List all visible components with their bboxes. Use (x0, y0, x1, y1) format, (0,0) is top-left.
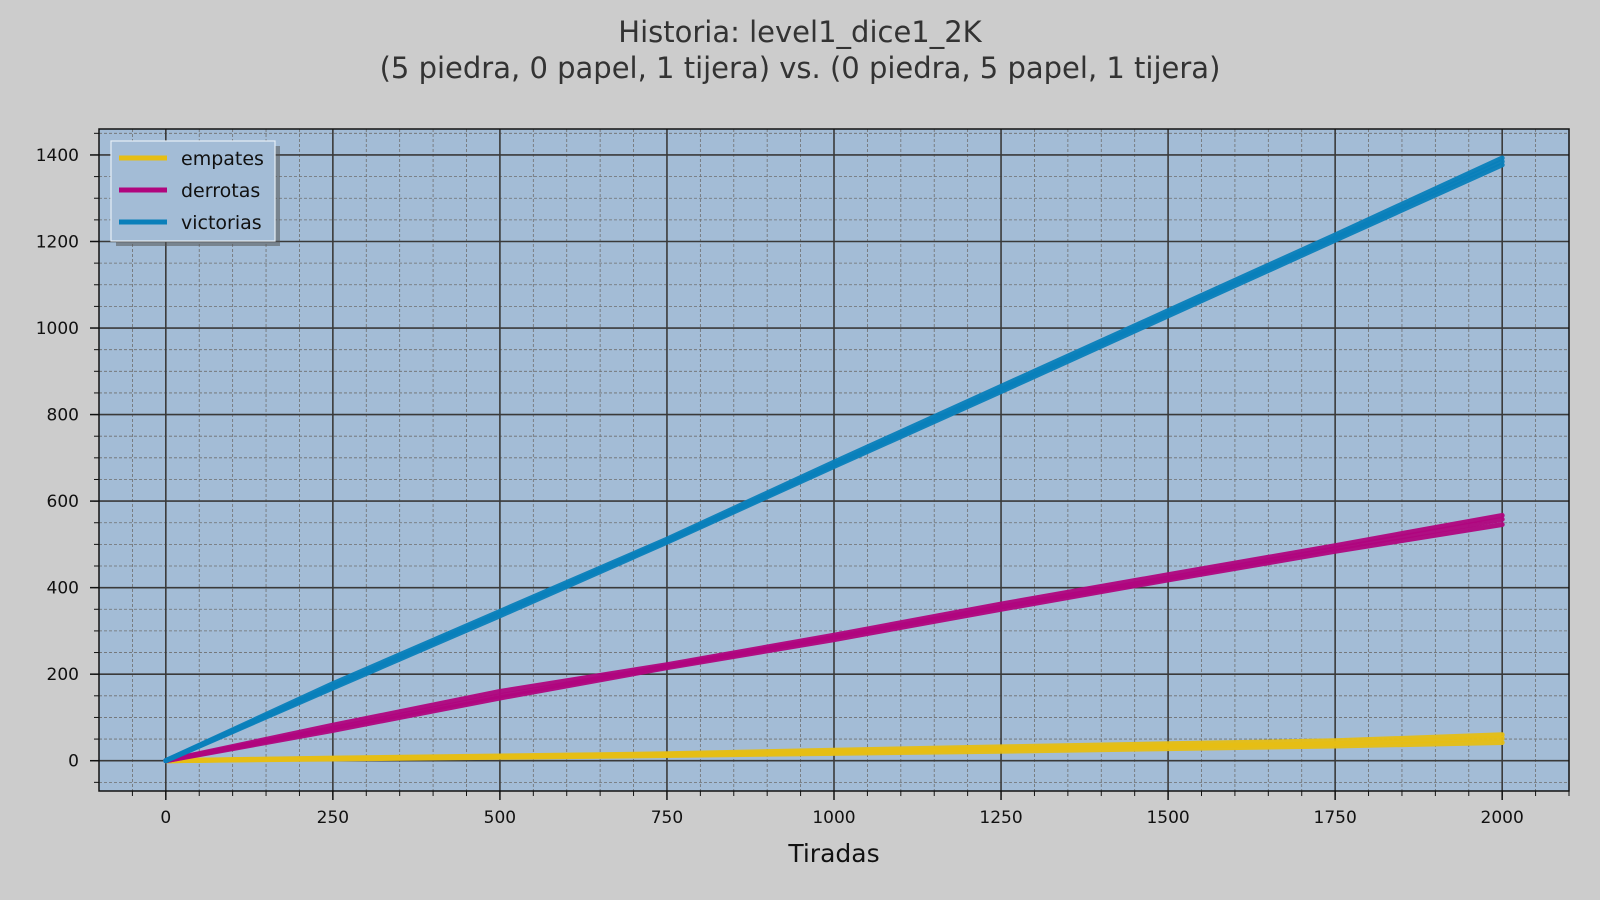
y-tick-label: 0 (68, 752, 79, 772)
y-tick-label: 1400 (36, 146, 79, 166)
x-tick-label: 1250 (979, 808, 1022, 828)
series-line-empates-3 (163, 740, 1505, 764)
x-axis-label: Tiradas (787, 839, 879, 868)
chart-title-line1: Historia: level1_dice1_2K (618, 15, 982, 49)
y-tick-label: 800 (47, 406, 79, 426)
axis-ticks (90, 132, 1570, 800)
x-tick-label: 250 (317, 808, 349, 828)
x-tick-label: 0 (160, 808, 171, 828)
chart-title-line2: (5 piedra, 0 papel, 1 tijera) vs. (0 pie… (380, 51, 1221, 85)
y-tick-labels: 0 200 400 600 800 1000 1200 1400 (36, 146, 79, 772)
x-tick-label: 1000 (812, 808, 855, 828)
y-tick-label: 1000 (36, 319, 79, 339)
x-tick-label: 1500 (1146, 808, 1189, 828)
major-grid (99, 129, 1569, 791)
series-line-victorias-3 (163, 162, 1505, 764)
x-tick-label: 500 (484, 808, 516, 828)
legend-label-victorias: victorias (181, 212, 262, 234)
legend: empates derrotas victorias (110, 140, 280, 246)
legend-label-derrotas: derrotas (181, 180, 260, 202)
y-tick-label: 400 (47, 579, 79, 599)
x-tick-labels: 0 250 500 750 1000 1250 1500 1750 2000 (160, 808, 1523, 828)
x-tick-label: 2000 (1481, 808, 1524, 828)
x-tick-label: 750 (651, 808, 683, 828)
y-tick-label: 1200 (36, 232, 79, 252)
y-tick-label: 200 (47, 665, 79, 685)
y-tick-label: 600 (47, 492, 79, 512)
legend-label-empates: empates (181, 148, 264, 170)
series-lines (163, 155, 1505, 764)
x-tick-label: 1750 (1314, 808, 1357, 828)
series-line-derrotas-3 (163, 522, 1505, 764)
